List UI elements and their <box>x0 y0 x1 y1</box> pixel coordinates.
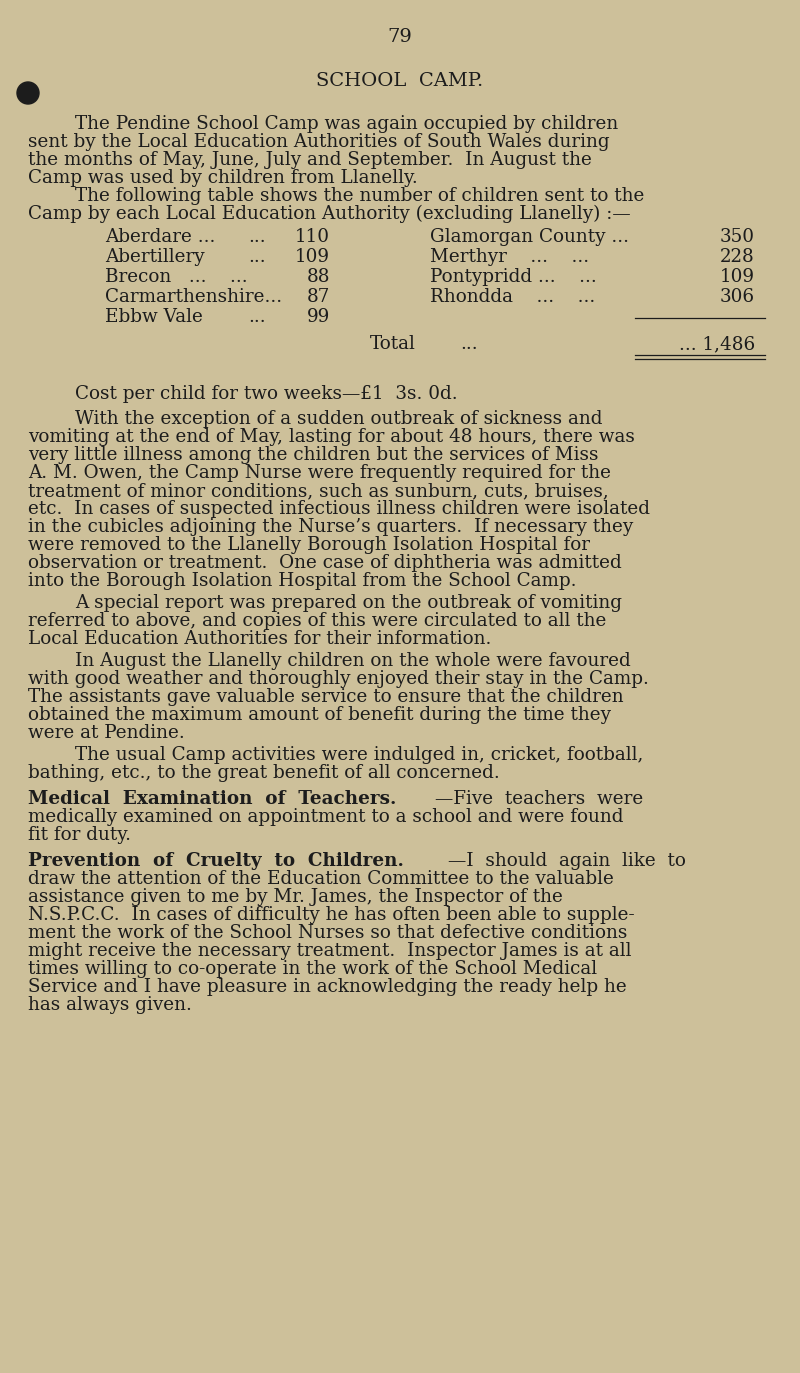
Text: fit for duty.: fit for duty. <box>28 827 131 844</box>
Text: Cost per child for two weeks—£1  3s. 0d.: Cost per child for two weeks—£1 3s. 0d. <box>75 384 458 404</box>
Ellipse shape <box>17 82 39 104</box>
Text: Service and I have pleasure in acknowledging the ready help he: Service and I have pleasure in acknowled… <box>28 978 626 995</box>
Text: With the exception of a sudden outbreak of sickness and: With the exception of a sudden outbreak … <box>75 411 602 428</box>
Text: Brecon   ...    ...: Brecon ... ... <box>105 268 248 286</box>
Text: vomiting at the end of May, lasting for about 48 hours, there was: vomiting at the end of May, lasting for … <box>28 428 635 446</box>
Text: 109: 109 <box>295 249 330 266</box>
Text: treatment of minor conditions, such as sunburn, cuts, bruises,: treatment of minor conditions, such as s… <box>28 482 609 500</box>
Text: etc.  In cases of suspected infectious illness children were isolated: etc. In cases of suspected infectious il… <box>28 500 650 518</box>
Text: ment the work of the School Nurses so that defective conditions: ment the work of the School Nurses so th… <box>28 924 627 942</box>
Text: were at Pendine.: were at Pendine. <box>28 724 185 741</box>
Text: Rhondda    ...    ...: Rhondda ... ... <box>430 288 595 306</box>
Text: referred to above, and copies of this were circulated to all the: referred to above, and copies of this we… <box>28 612 606 630</box>
Text: The usual Camp activities were indulged in, cricket, football,: The usual Camp activities were indulged … <box>75 746 643 763</box>
Text: assistance given to me by Mr. James, the Inspector of the: assistance given to me by Mr. James, the… <box>28 888 563 906</box>
Text: The Pendine School Camp was again occupied by children: The Pendine School Camp was again occupi… <box>75 115 618 133</box>
Text: 79: 79 <box>387 27 413 47</box>
Text: 228: 228 <box>720 249 755 266</box>
Text: The assistants gave valuable service to ensure that the children: The assistants gave valuable service to … <box>28 688 624 706</box>
Text: Pontypridd ...    ...: Pontypridd ... ... <box>430 268 597 286</box>
Text: sent by the Local Education Authorities of South Wales during: sent by the Local Education Authorities … <box>28 133 610 151</box>
Text: 87: 87 <box>306 288 330 306</box>
Text: times willing to co-operate in the work of the School Medical: times willing to co-operate in the work … <box>28 960 597 978</box>
Text: ... 1,486: ... 1,486 <box>678 335 755 353</box>
Text: 99: 99 <box>306 308 330 325</box>
Text: the months of May, June, July and September.  In August the: the months of May, June, July and Septem… <box>28 151 592 169</box>
Text: Ebbw Vale: Ebbw Vale <box>105 308 203 325</box>
Text: 110: 110 <box>295 228 330 246</box>
Text: very little illness among the children but the services of Miss: very little illness among the children b… <box>28 446 598 464</box>
Text: —Five  teachers  were: —Five teachers were <box>435 789 643 807</box>
Text: Medical  Examination  of  Teachers.: Medical Examination of Teachers. <box>28 789 396 807</box>
Text: SCHOOL  CAMP.: SCHOOL CAMP. <box>316 71 484 91</box>
Text: A. M. Owen, the Camp Nurse were frequently required for the: A. M. Owen, the Camp Nurse were frequent… <box>28 464 611 482</box>
Text: 306: 306 <box>720 288 755 306</box>
Text: medically examined on appointment to a school and were found: medically examined on appointment to a s… <box>28 807 623 827</box>
Text: Abertillery: Abertillery <box>105 249 205 266</box>
Text: has always given.: has always given. <box>28 995 192 1015</box>
Text: Merthyr    ...    ...: Merthyr ... ... <box>430 249 589 266</box>
Text: A special report was prepared on the outbreak of vomiting: A special report was prepared on the out… <box>75 595 622 612</box>
Text: ...: ... <box>248 308 266 325</box>
Text: Prevention  of  Cruelty  to  Children.: Prevention of Cruelty to Children. <box>28 853 404 870</box>
Text: draw the attention of the Education Committee to the valuable: draw the attention of the Education Comm… <box>28 870 614 888</box>
Text: The following table shows the number of children sent to the: The following table shows the number of … <box>75 187 644 205</box>
Text: 109: 109 <box>720 268 755 286</box>
Text: Carmarthenshire...: Carmarthenshire... <box>105 288 282 306</box>
Text: might receive the necessary treatment.  Inspector James is at all: might receive the necessary treatment. I… <box>28 942 631 960</box>
Text: were removed to the Llanelly Borough Isolation Hospital for: were removed to the Llanelly Borough Iso… <box>28 535 590 553</box>
Text: bathing, etc., to the great benefit of all concerned.: bathing, etc., to the great benefit of a… <box>28 763 500 783</box>
Text: Local Education Authorities for their information.: Local Education Authorities for their in… <box>28 630 491 648</box>
Text: Total: Total <box>370 335 416 353</box>
Text: ...: ... <box>460 335 478 353</box>
Text: 350: 350 <box>720 228 755 246</box>
Text: ...: ... <box>248 228 266 246</box>
Text: Camp was used by children from Llanelly.: Camp was used by children from Llanelly. <box>28 169 418 187</box>
Text: Aberdare ...: Aberdare ... <box>105 228 215 246</box>
Text: Camp by each Local Education Authority (excluding Llanelly) :—: Camp by each Local Education Authority (… <box>28 205 630 224</box>
Text: In August the Llanelly children on the whole were favoured: In August the Llanelly children on the w… <box>75 652 630 670</box>
Text: in the cubicles adjoining the Nurse’s quarters.  If necessary they: in the cubicles adjoining the Nurse’s qu… <box>28 518 634 535</box>
Text: N.S.P.C.C.  In cases of difficulty he has often been able to supple-: N.S.P.C.C. In cases of difficulty he has… <box>28 906 634 924</box>
Text: observation or treatment.  One case of diphtheria was admitted: observation or treatment. One case of di… <box>28 553 622 573</box>
Text: ...: ... <box>248 249 266 266</box>
Text: 88: 88 <box>306 268 330 286</box>
Text: —I  should  again  like  to: —I should again like to <box>448 853 686 870</box>
Text: Glamorgan County ...: Glamorgan County ... <box>430 228 629 246</box>
Text: with good weather and thoroughly enjoyed their stay in the Camp.: with good weather and thoroughly enjoyed… <box>28 670 649 688</box>
Text: into the Borough Isolation Hospital from the School Camp.: into the Borough Isolation Hospital from… <box>28 573 577 590</box>
Text: obtained the maximum amount of benefit during the time they: obtained the maximum amount of benefit d… <box>28 706 611 724</box>
